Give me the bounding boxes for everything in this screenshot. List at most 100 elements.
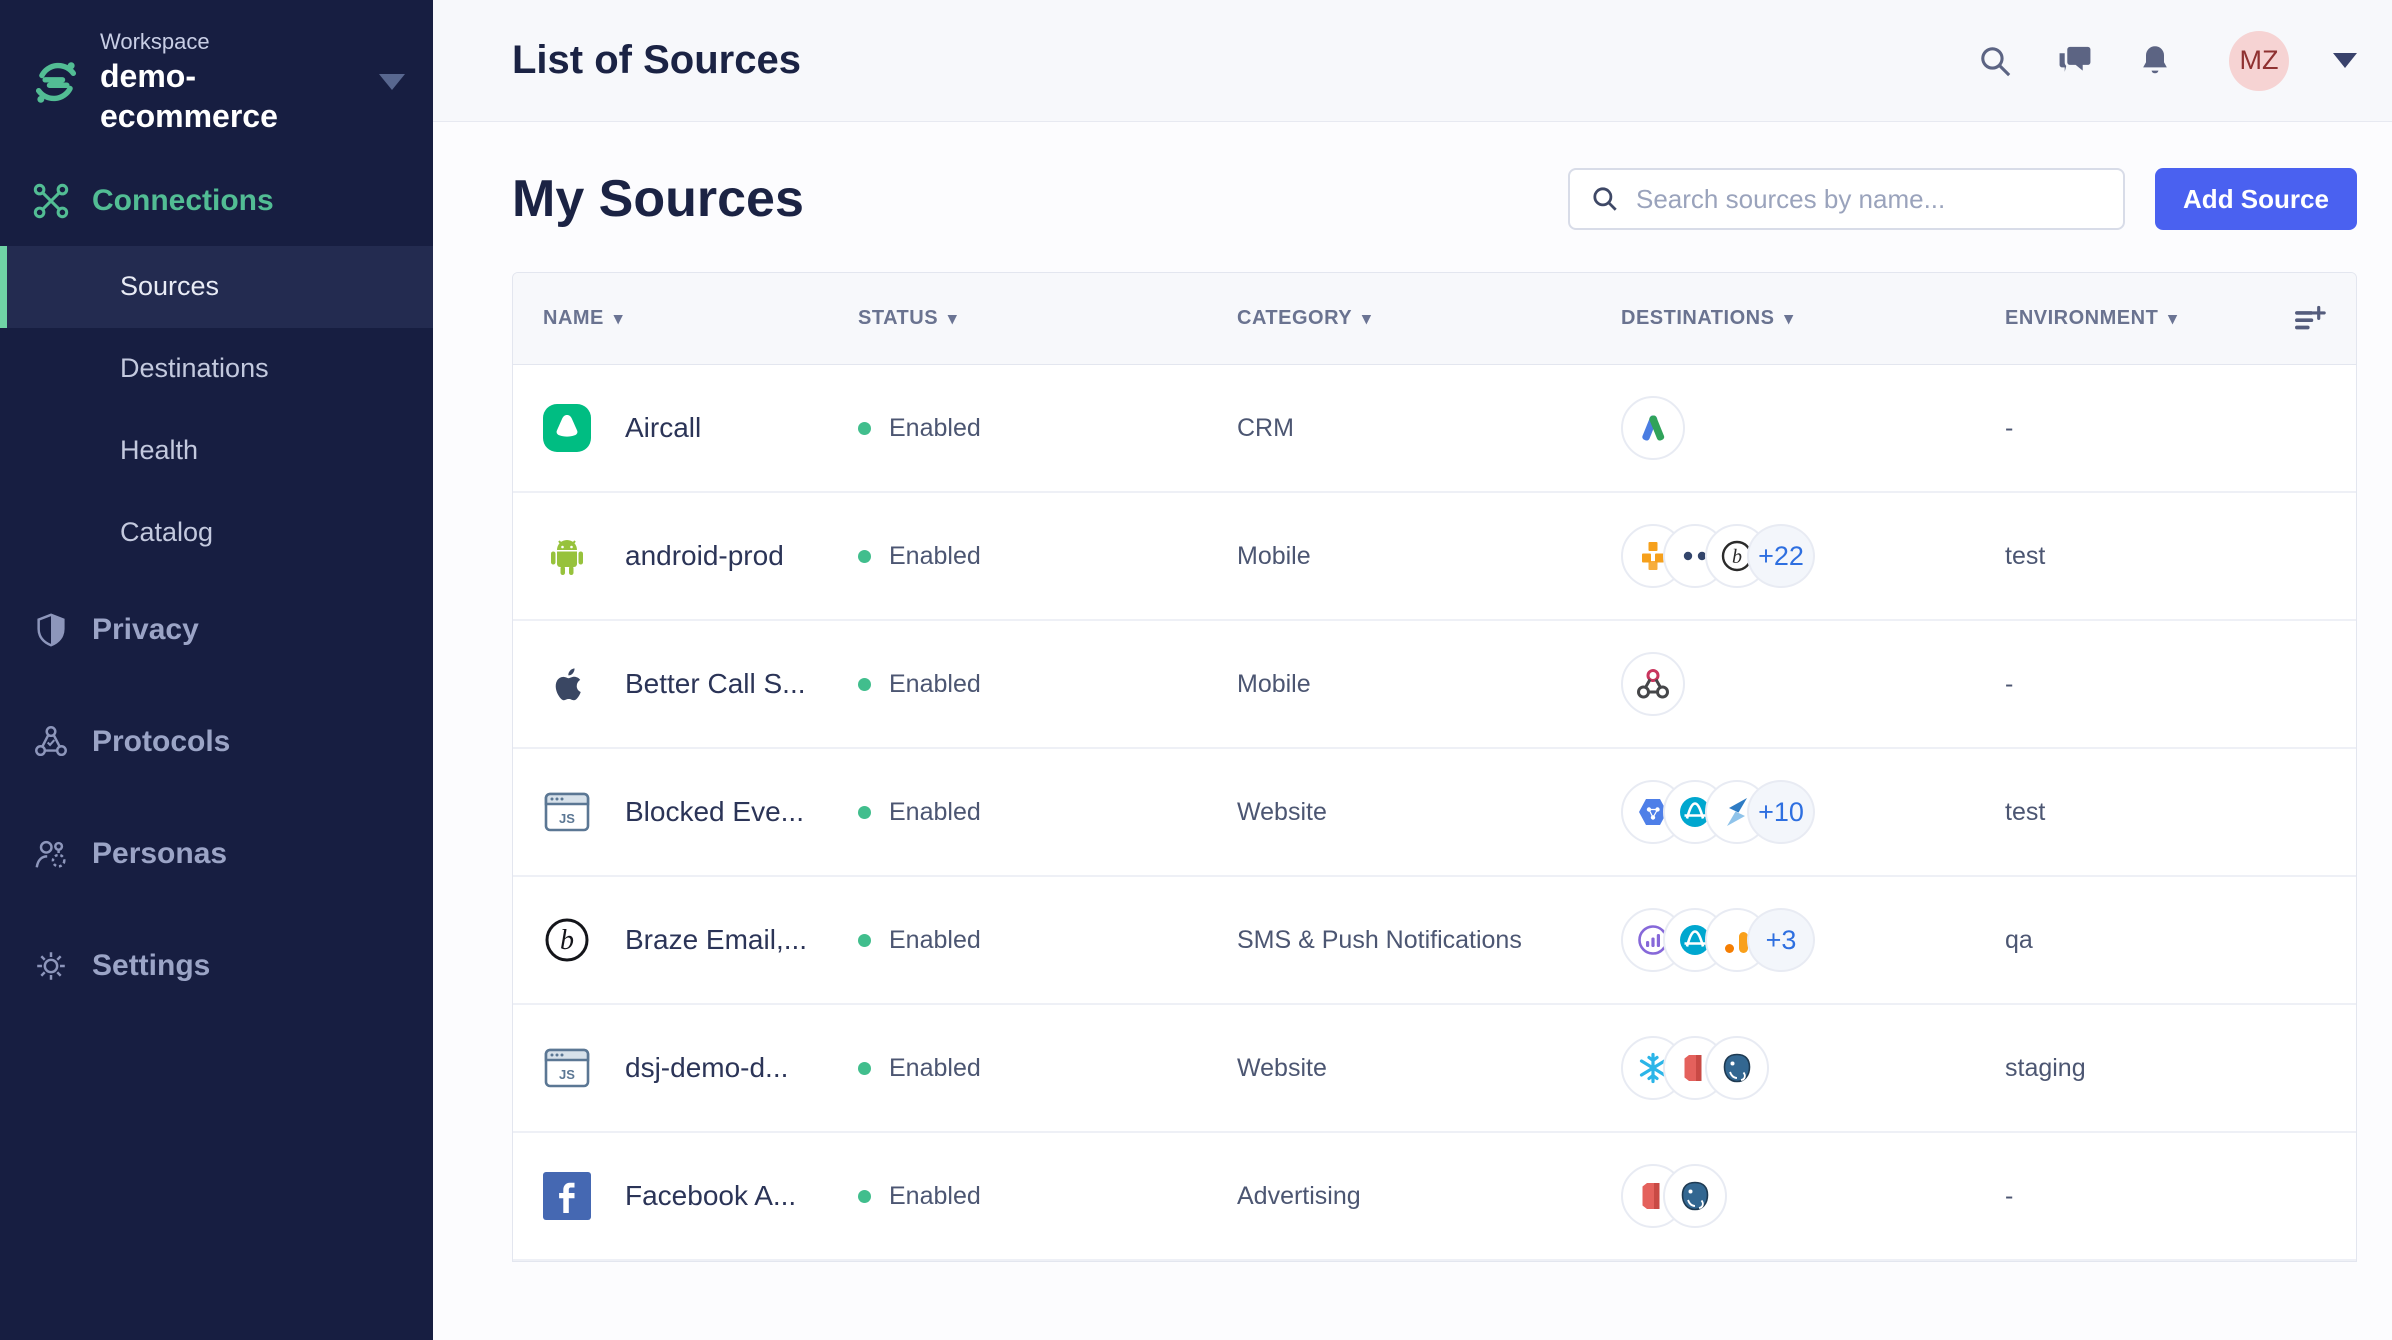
js-browser-icon: JS — [543, 788, 591, 836]
sort-caret-icon[interactable]: ▾ — [948, 308, 958, 328]
sidebar-item-label: Destinations — [120, 353, 269, 383]
more-destinations-badge[interactable]: +10 — [1747, 780, 1815, 844]
connections-icon — [33, 183, 69, 218]
main-area: List of Sources MZ My Sources — [433, 0, 2392, 1340]
status-dot-icon — [858, 677, 871, 691]
table-row[interactable]: android-prod Enabled Mobile b +22 test — [513, 493, 2356, 621]
add-column-icon[interactable] — [2292, 302, 2326, 336]
environment-text: - — [2005, 1181, 2014, 1210]
column-header-name[interactable]: NAME ▾ — [543, 307, 623, 329]
android-icon — [543, 532, 591, 580]
table-row[interactable]: JS Blocked Eve... Enabled Website +10 te… — [513, 749, 2356, 877]
category-text: CRM — [1237, 413, 1294, 442]
search-icon — [1593, 187, 1617, 211]
sidebar-item-label: Personas — [92, 836, 228, 870]
shield-icon — [37, 612, 65, 647]
sort-caret-icon[interactable]: ▾ — [613, 308, 623, 328]
column-header-category[interactable]: CATEGORY ▾ — [1237, 307, 1372, 329]
sidebar-item-label: Sources — [120, 271, 220, 301]
table-row[interactable]: Facebook A... Enabled Advertising - — [513, 1133, 2356, 1261]
sidebar-item-sources[interactable]: Sources — [0, 245, 433, 328]
sidebar-item-connections[interactable]: Connections — [0, 160, 433, 246]
status-dot-icon — [858, 549, 871, 563]
sidebar-item-personas[interactable]: Personas — [0, 798, 433, 910]
sort-caret-icon[interactable]: ▾ — [1784, 308, 1794, 328]
more-destinations-badge[interactable]: +3 — [1747, 908, 1815, 972]
personas-icon — [35, 840, 66, 868]
source-name: Blocked Eve... — [625, 796, 804, 827]
sidebar-item-label: Health — [120, 435, 199, 465]
environment-text: - — [2005, 413, 2014, 442]
status-dot-icon — [858, 933, 871, 947]
braze-icon: b — [543, 916, 591, 964]
table-row[interactable]: b Braze Email,... Enabled SMS & Push Not… — [513, 877, 2356, 1005]
status-dot-icon — [858, 1061, 871, 1075]
mixpanel-destination-icon[interactable] — [1621, 908, 1685, 972]
content: My Sources Add Source NAME▾ STATUS▾ — [433, 122, 2392, 1340]
status-text: Enabled — [889, 925, 981, 954]
page-title: List of Sources — [512, 38, 801, 82]
workspace-label: Workspace — [100, 29, 210, 54]
source-name: Facebook A... — [625, 1180, 797, 1211]
add-source-button[interactable]: Add Source — [2155, 168, 2357, 230]
segment-logo-icon — [35, 62, 77, 103]
search-icon[interactable] — [1977, 43, 2013, 79]
google-ads-destination-icon[interactable] — [1621, 396, 1685, 460]
webhook-destination-icon[interactable] — [1621, 652, 1685, 716]
facebook-icon — [543, 1172, 591, 1220]
postgres-destination-icon[interactable] — [1663, 1164, 1727, 1228]
destinations-cell — [1621, 652, 2005, 716]
search-sources-input[interactable] — [1636, 183, 2103, 215]
sidebar-item-label: Protocols — [92, 724, 231, 758]
workspace-caret-icon[interactable] — [379, 73, 405, 90]
sort-caret-icon[interactable]: ▾ — [2168, 308, 2178, 328]
table-row[interactable]: Better Call S... Enabled Mobile - — [513, 621, 2356, 749]
account-caret-icon[interactable] — [2333, 53, 2357, 68]
destinations-cell — [1621, 396, 2005, 460]
sidebar-item-health[interactable]: Health — [0, 410, 433, 492]
source-name: dsj-demo-d... — [625, 1052, 789, 1083]
status-text: Enabled — [889, 669, 981, 698]
sidebar-item-destinations[interactable]: Destinations — [0, 328, 433, 410]
svg-text:JS: JS — [559, 1067, 575, 1082]
workspace-name: demo-ecommerce — [100, 57, 278, 134]
chat-icon[interactable] — [2057, 43, 2093, 79]
apple-icon — [543, 660, 591, 708]
status-text: Enabled — [889, 413, 981, 442]
category-text: Mobile — [1237, 541, 1311, 570]
column-header-environment[interactable]: ENVIRONMENT ▾ — [2005, 307, 2178, 329]
sort-caret-icon[interactable]: ▾ — [1362, 308, 1372, 328]
page-heading: My Sources — [512, 170, 804, 228]
category-text: SMS & Push Notifications — [1237, 925, 1522, 954]
destinations-cell: b +22 — [1621, 524, 2005, 588]
avatar[interactable]: MZ — [2229, 30, 2289, 91]
column-header-status[interactable]: STATUS ▾ — [858, 307, 958, 329]
category-text: Advertising — [1237, 1181, 1361, 1210]
sidebar-item-label: Catalog — [120, 517, 214, 547]
source-name: Braze Email,... — [625, 924, 808, 955]
search-sources-box — [1568, 168, 2125, 230]
status-text: Enabled — [889, 1053, 981, 1082]
workspace-switcher[interactable]: Workspace demo-ecommerce — [0, 0, 433, 160]
source-name: android-prod — [625, 540, 784, 571]
status-dot-icon — [858, 421, 871, 435]
more-destinations-badge[interactable]: +22 — [1747, 524, 1815, 588]
table-header: NAME ▾ STATUS ▾ CATEGORY ▾ DESTINATIONS ▾ EN… — [513, 273, 2356, 365]
sidebar-item-catalog[interactable]: Catalog — [0, 492, 433, 574]
sidebar-item-privacy[interactable]: Privacy — [0, 574, 433, 686]
svg-text:b: b — [560, 925, 574, 956]
table-row[interactable]: JS dsj-demo-d... Enabled Website staging — [513, 1005, 2356, 1133]
table-row[interactable]: Aircall Enabled CRM - — [513, 365, 2356, 493]
bell-icon[interactable] — [2137, 43, 2173, 79]
status-dot-icon — [858, 805, 871, 819]
status-text: Enabled — [889, 797, 981, 826]
sidebar-item-settings[interactable]: Settings — [0, 910, 433, 1022]
sidebar-item-label: Settings — [92, 948, 211, 982]
status-dot-icon — [858, 1189, 871, 1203]
sidebar-item-protocols[interactable]: Protocols — [0, 686, 433, 798]
category-text: Mobile — [1237, 669, 1311, 698]
postgres-destination-icon[interactable] — [1705, 1036, 1769, 1100]
environment-text: qa — [2005, 925, 2033, 954]
topbar: List of Sources MZ — [433, 0, 2392, 122]
column-header-destinations[interactable]: DESTINATIONS ▾ — [1621, 307, 1794, 329]
